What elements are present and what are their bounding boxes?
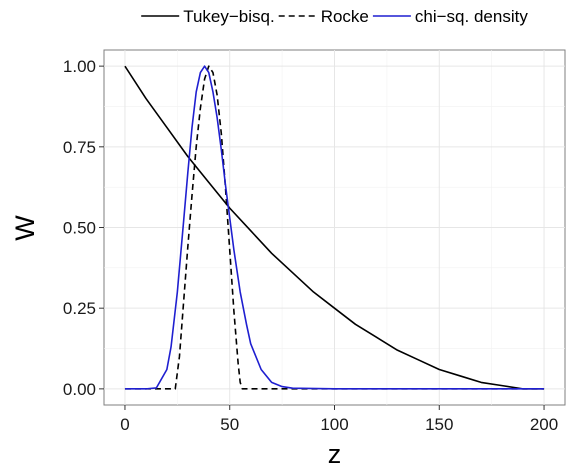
y-axis-title: W (10, 215, 40, 241)
x-axis: 0 50 100 150 200 (120, 405, 558, 434)
x-tick-label: 0 (120, 415, 129, 434)
series-layer (124, 65, 545, 390)
legend-item-0: Tukey−bisq. (141, 7, 275, 26)
x-tick-label: 100 (320, 415, 348, 434)
legend-label: chi−sq. density (415, 7, 528, 26)
legend-label: Tukey−bisq. (183, 7, 275, 26)
x-tick-label: 150 (425, 415, 453, 434)
y-tick-label: 0.25 (63, 299, 96, 318)
legend-label: Rocke (321, 7, 369, 26)
y-axis: 0.00 0.25 0.50 0.75 1.00 (63, 57, 104, 399)
legend-item-2: chi−sq. density (372, 7, 528, 26)
series-line-2 (124, 65, 545, 390)
legend: Tukey−bisq. Rocke chi−sq. density (141, 7, 528, 26)
x-tick-label: 50 (220, 415, 239, 434)
x-axis-title: z (328, 439, 342, 469)
y-tick-label: 0.50 (63, 219, 96, 238)
legend-item-1: Rocke (278, 7, 369, 26)
x-tick-label: 200 (530, 415, 558, 434)
series-line-1 (124, 65, 545, 390)
y-tick-label: 0.75 (63, 138, 96, 157)
y-tick-label: 0.00 (63, 380, 96, 399)
y-tick-label: 1.00 (63, 57, 96, 76)
